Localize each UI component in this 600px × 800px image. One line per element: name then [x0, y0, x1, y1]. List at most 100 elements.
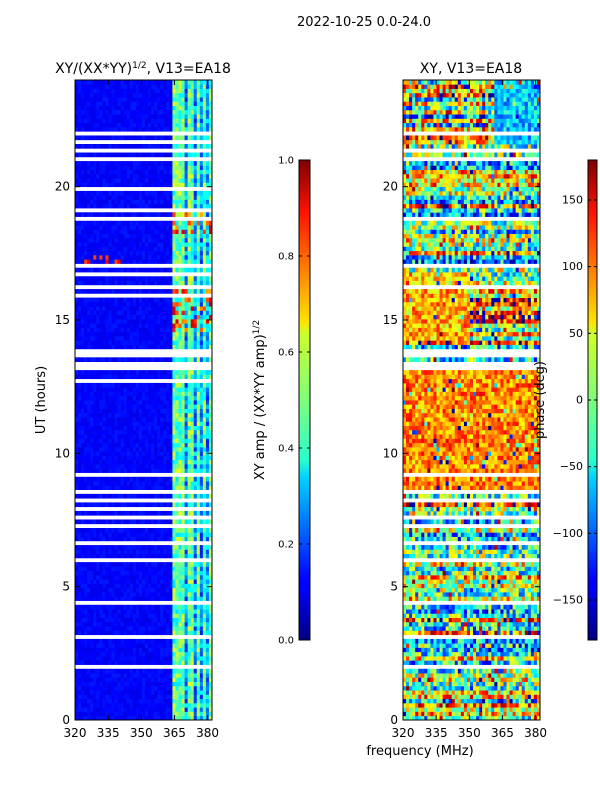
heatmap-cell: [178, 519, 182, 525]
heatmap-cell: [190, 429, 195, 435]
heatmap-cell: [160, 370, 164, 375]
heatmap-cell: [126, 468, 131, 473]
heatmap-cell: [132, 685, 137, 691]
heatmap-cell: [154, 178, 158, 183]
heatmap-cell: [169, 429, 173, 435]
heatmap-cell: [184, 677, 189, 682]
heatmap-cell: [84, 203, 88, 209]
heatmap-cell: [105, 280, 109, 286]
heatmap-cell: [81, 327, 85, 333]
heatmap-cell: [151, 314, 155, 320]
heatmap-cell: [151, 574, 155, 580]
heatmap-cell: [157, 336, 161, 341]
heatmap-cell: [141, 643, 146, 648]
heatmap-cell: [105, 681, 109, 687]
heatmap-cell: [126, 412, 131, 418]
heatmap-cell: [84, 250, 88, 256]
heatmap-cell: [120, 694, 125, 700]
heatmap-cell: [135, 425, 140, 431]
heatmap-cell: [163, 476, 167, 482]
heatmap-cell: [208, 673, 212, 678]
heatmap-cell: [148, 276, 152, 281]
heatmap-cell: [181, 421, 185, 426]
heatmap-cell: [123, 246, 128, 252]
heatmap-cell: [126, 643, 131, 648]
heatmap-cell: [160, 387, 164, 392]
heatmap-cell: [178, 327, 182, 333]
heatmap-cell: [172, 604, 176, 610]
heatmap-cell: [99, 229, 103, 234]
heatmap-cell: [78, 370, 82, 375]
heatmap-cell: [202, 690, 207, 695]
heatmap-cell: [75, 173, 79, 179]
heatmap-cell: [111, 694, 115, 700]
heatmap-cell: [187, 165, 192, 170]
heatmap-cell: [205, 195, 210, 200]
heatmap-cell: [135, 553, 140, 559]
heatmap-cell: [111, 297, 115, 303]
heatmap-cell: [160, 621, 164, 627]
heatmap-cell: [78, 698, 82, 704]
heatmap-cell: [148, 519, 152, 525]
heatmap-cell: [208, 233, 212, 239]
heatmap-cell: [138, 702, 143, 708]
heatmap-cell: [148, 412, 152, 418]
heatmap-cell: [169, 400, 173, 405]
heatmap-cell: [84, 574, 88, 580]
heatmap-cell: [154, 387, 158, 392]
heatmap-cell: [108, 297, 112, 303]
heatmap-cell: [193, 545, 198, 550]
heatmap-cell: [163, 438, 167, 444]
heatmap-cell: [105, 638, 109, 644]
heatmap-cell: [166, 242, 170, 247]
heatmap-cell: [157, 626, 161, 631]
heatmap-cell: [126, 327, 131, 333]
heatmap-cell: [178, 229, 182, 234]
heatmap-cell: [199, 532, 204, 537]
heatmap-cell: [99, 195, 103, 200]
heatmap-cell: [196, 621, 201, 627]
heatmap-cell: [135, 229, 140, 234]
heatmap-cell: [141, 199, 146, 205]
heatmap-cell: [163, 510, 167, 516]
heatmap-cell: [132, 425, 137, 431]
heatmap-cell: [96, 412, 100, 418]
heatmap-cell: [120, 485, 125, 490]
heatmap-cell: [163, 698, 167, 704]
heatmap-cell: [151, 685, 155, 691]
heatmap-cell: [114, 297, 119, 303]
heatmap-cell: [172, 613, 176, 618]
heatmap-cell: [148, 596, 152, 601]
heatmap-cell: [145, 225, 149, 230]
heatmap-cell: [196, 387, 201, 392]
heatmap-cell: [163, 169, 167, 175]
heatmap-cell: [208, 199, 212, 205]
heatmap-cell: [157, 276, 161, 281]
heatmap-cell: [132, 673, 137, 678]
heatmap-cell: [202, 382, 207, 388]
heatmap-cell: [199, 685, 204, 691]
heatmap-cell: [151, 250, 155, 256]
heatmap-cell: [108, 690, 112, 695]
heatmap-cell: [108, 702, 112, 708]
heatmap-cell: [148, 545, 152, 550]
heatmap-cell: [90, 259, 94, 264]
heatmap-cell: [208, 259, 212, 264]
heatmap-cell: [84, 190, 88, 196]
heatmap-cell: [120, 374, 125, 380]
heatmap-cell: [123, 250, 128, 256]
heatmap-cell: [138, 690, 143, 695]
heatmap-cell: [75, 685, 79, 691]
heatmap-cell: [154, 434, 158, 439]
heatmap-cell: [148, 651, 152, 657]
heatmap-cell: [187, 502, 192, 508]
heatmap-cell: [123, 344, 128, 350]
heatmap-cell: [84, 519, 88, 525]
heatmap-cell: [96, 225, 100, 230]
heatmap-cell: [187, 412, 192, 418]
heatmap-cell: [114, 656, 119, 661]
heatmap-cell: [190, 702, 195, 708]
heatmap-cell: [196, 549, 201, 554]
heatmap-cell: [181, 464, 185, 469]
heatmap-cell: [154, 340, 158, 345]
